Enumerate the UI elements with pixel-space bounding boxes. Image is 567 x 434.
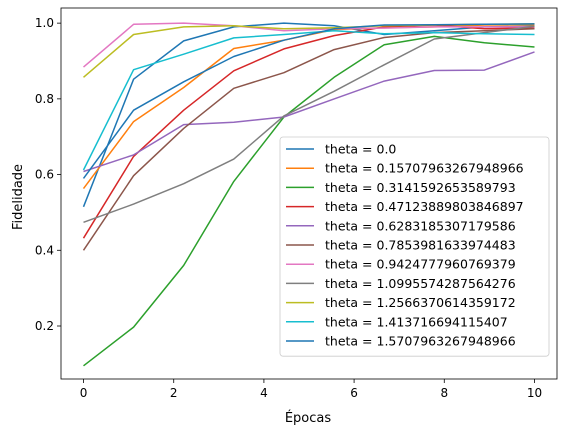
- series-line-6: [83, 22, 535, 68]
- legend-entry-label: theta = 1.5707963267948966: [325, 334, 516, 349]
- plot-frame: [60, 7, 558, 380]
- series-lines: [82, 22, 535, 367]
- legend-entry-label: theta = 0.15707963267948966: [325, 161, 524, 176]
- legend-box: [279, 136, 550, 357]
- series-line-4: [83, 51, 535, 173]
- series-line-0: [82, 22, 535, 208]
- x-tick-label: 6: [350, 386, 358, 400]
- series-line-9: [82, 29, 535, 171]
- legend-entry-label: theta = 1.2566370614359172: [325, 295, 516, 310]
- y-tick-label: 0.2: [35, 319, 54, 333]
- legend-entry-label: theta = 1.0995574287564276: [325, 276, 516, 291]
- series-line-2: [83, 35, 535, 367]
- series-line-5: [82, 28, 535, 251]
- legend-entry-label: theta = 1.413716694115407: [325, 314, 508, 329]
- y-axis-label: Fidelidade: [11, 164, 26, 230]
- y-axis-ticks: 0.2 0.4 0.6 0.8 1.0: [35, 16, 61, 333]
- legend-entry-label: theta = 0.6283185307179586: [325, 218, 516, 233]
- legend-entry-label: theta = 0.47123889803846897: [325, 199, 524, 214]
- legend-entry-label: theta = 0.3141592653589793: [325, 180, 516, 195]
- x-axis-ticks: 0 2 4 6 8 10: [80, 379, 542, 400]
- y-tick-label: 0.8: [35, 92, 54, 106]
- x-tick-label: 2: [170, 386, 178, 400]
- x-tick-label: 4: [260, 386, 268, 400]
- x-tick-label: 0: [80, 386, 88, 400]
- x-tick-label: 10: [527, 386, 542, 400]
- x-tick-label: 8: [440, 386, 448, 400]
- series-line-10: [82, 23, 535, 179]
- y-tick-label: 1.0: [35, 16, 54, 30]
- legend-entry-label: theta = 0.0: [325, 142, 396, 157]
- y-tick-label: 0.4: [35, 243, 54, 257]
- x-axis-label: Épocas: [285, 410, 332, 426]
- y-tick-label: 0.6: [35, 168, 54, 182]
- axes: [60, 7, 558, 380]
- series-line-7: [83, 25, 535, 224]
- legend: theta = 0.0 theta = 0.15707963267948966 th…: [279, 136, 550, 357]
- legend-entry-label: theta = 0.9424777960769379: [325, 257, 516, 272]
- legend-entry-label: theta = 0.7853981633974483: [325, 238, 516, 253]
